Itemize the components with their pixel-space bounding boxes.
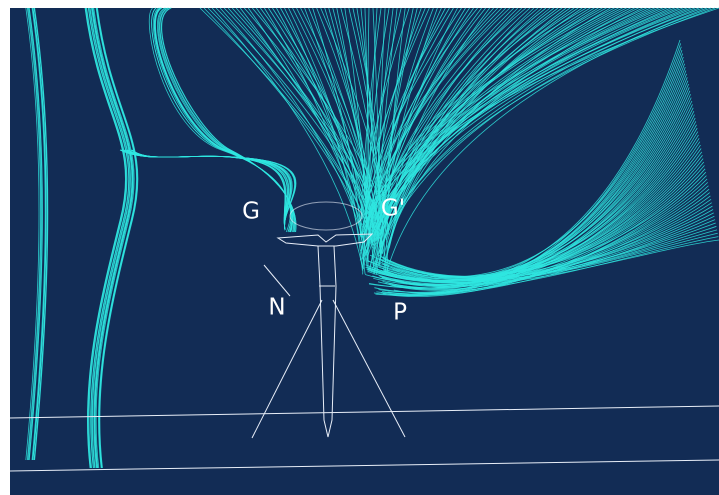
streamline: [383, 7, 716, 240]
streamline: [371, 7, 675, 229]
streamline: [316, 7, 381, 254]
streamline: [284, 7, 363, 271]
streamline: [359, 7, 382, 237]
label-p: P: [393, 300, 407, 326]
label-g: G: [242, 199, 260, 225]
streamline: [366, 7, 704, 253]
streamline: [379, 131, 699, 282]
ground-line: [9, 405, 719, 419]
streamline: [28, 7, 43, 461]
wireframe: [9, 201, 719, 472]
streamline: [84, 7, 127, 469]
streamline: [363, 7, 527, 270]
streamline: [373, 7, 667, 249]
outline: [289, 201, 363, 231]
streamline: [362, 7, 430, 217]
streamline: [378, 239, 719, 287]
streamline: [378, 7, 559, 265]
streamline: [365, 7, 603, 247]
leg: [251, 299, 323, 439]
streamline: [308, 7, 374, 221]
streamline: [26, 7, 41, 461]
streamline: [369, 168, 706, 277]
streamline: [239, 7, 366, 219]
streamline: [92, 7, 134, 469]
streamline: [360, 7, 410, 225]
streamline: [292, 7, 375, 230]
streamline: [383, 185, 709, 279]
streamline: [85, 7, 127, 469]
streamline: [312, 7, 362, 240]
streamline: [374, 7, 651, 231]
streamline: [389, 80, 689, 290]
streamline: [28, 7, 43, 461]
streamline: [368, 229, 718, 284]
streamline: [95, 7, 137, 469]
streamline: [96, 7, 138, 469]
label-g-prime: G': [381, 196, 405, 222]
streamline: [366, 209, 714, 282]
label-n: N: [268, 295, 285, 321]
streamline: [381, 124, 697, 277]
streamline: [87, 7, 130, 469]
streamline: [288, 7, 368, 269]
streamline: [375, 7, 691, 232]
streamline: [91, 7, 133, 469]
wing: [276, 233, 374, 247]
streamline: [375, 7, 434, 265]
streamline: [25, 7, 40, 461]
streamline: [382, 195, 711, 280]
streamline: [369, 7, 659, 217]
streamline: [364, 7, 462, 216]
streamline: [264, 7, 366, 275]
streamline: [86, 7, 128, 469]
streamline: [362, 7, 503, 220]
streamline: [96, 7, 138, 469]
streamline: [378, 151, 703, 277]
streamline: [365, 202, 712, 282]
ground-line: [9, 459, 719, 472]
streamline: [223, 7, 381, 220]
streamline: [90, 7, 133, 469]
streamline: [27, 7, 42, 461]
streamline: [373, 7, 591, 275]
streamline: [89, 7, 131, 469]
streamline: [368, 7, 627, 270]
streamline: [372, 111, 695, 280]
streamline: [120, 149, 286, 231]
rod: [317, 245, 337, 438]
streamline: [367, 219, 716, 284]
streamline: [296, 7, 379, 240]
streamline: [367, 7, 494, 237]
streamline: [374, 236, 719, 293]
streamline: [211, 7, 363, 268]
streamline: [93, 7, 135, 469]
streamline: [372, 7, 381, 260]
streamlines: [25, 7, 719, 469]
streamline: [369, 7, 607, 217]
streamline: [362, 7, 647, 225]
streamline: [364, 7, 426, 218]
streamline: [33, 7, 48, 461]
streamline: [31, 7, 46, 461]
streamline: [367, 232, 718, 285]
streamline: [371, 7, 679, 218]
streamline: [89, 7, 132, 469]
streamline: [371, 7, 712, 272]
streamline: [32, 7, 47, 461]
streamline: [367, 222, 716, 280]
streamline: [362, 7, 719, 228]
leg: [332, 299, 406, 438]
normal-line: [263, 264, 291, 297]
streamline: [371, 7, 470, 222]
